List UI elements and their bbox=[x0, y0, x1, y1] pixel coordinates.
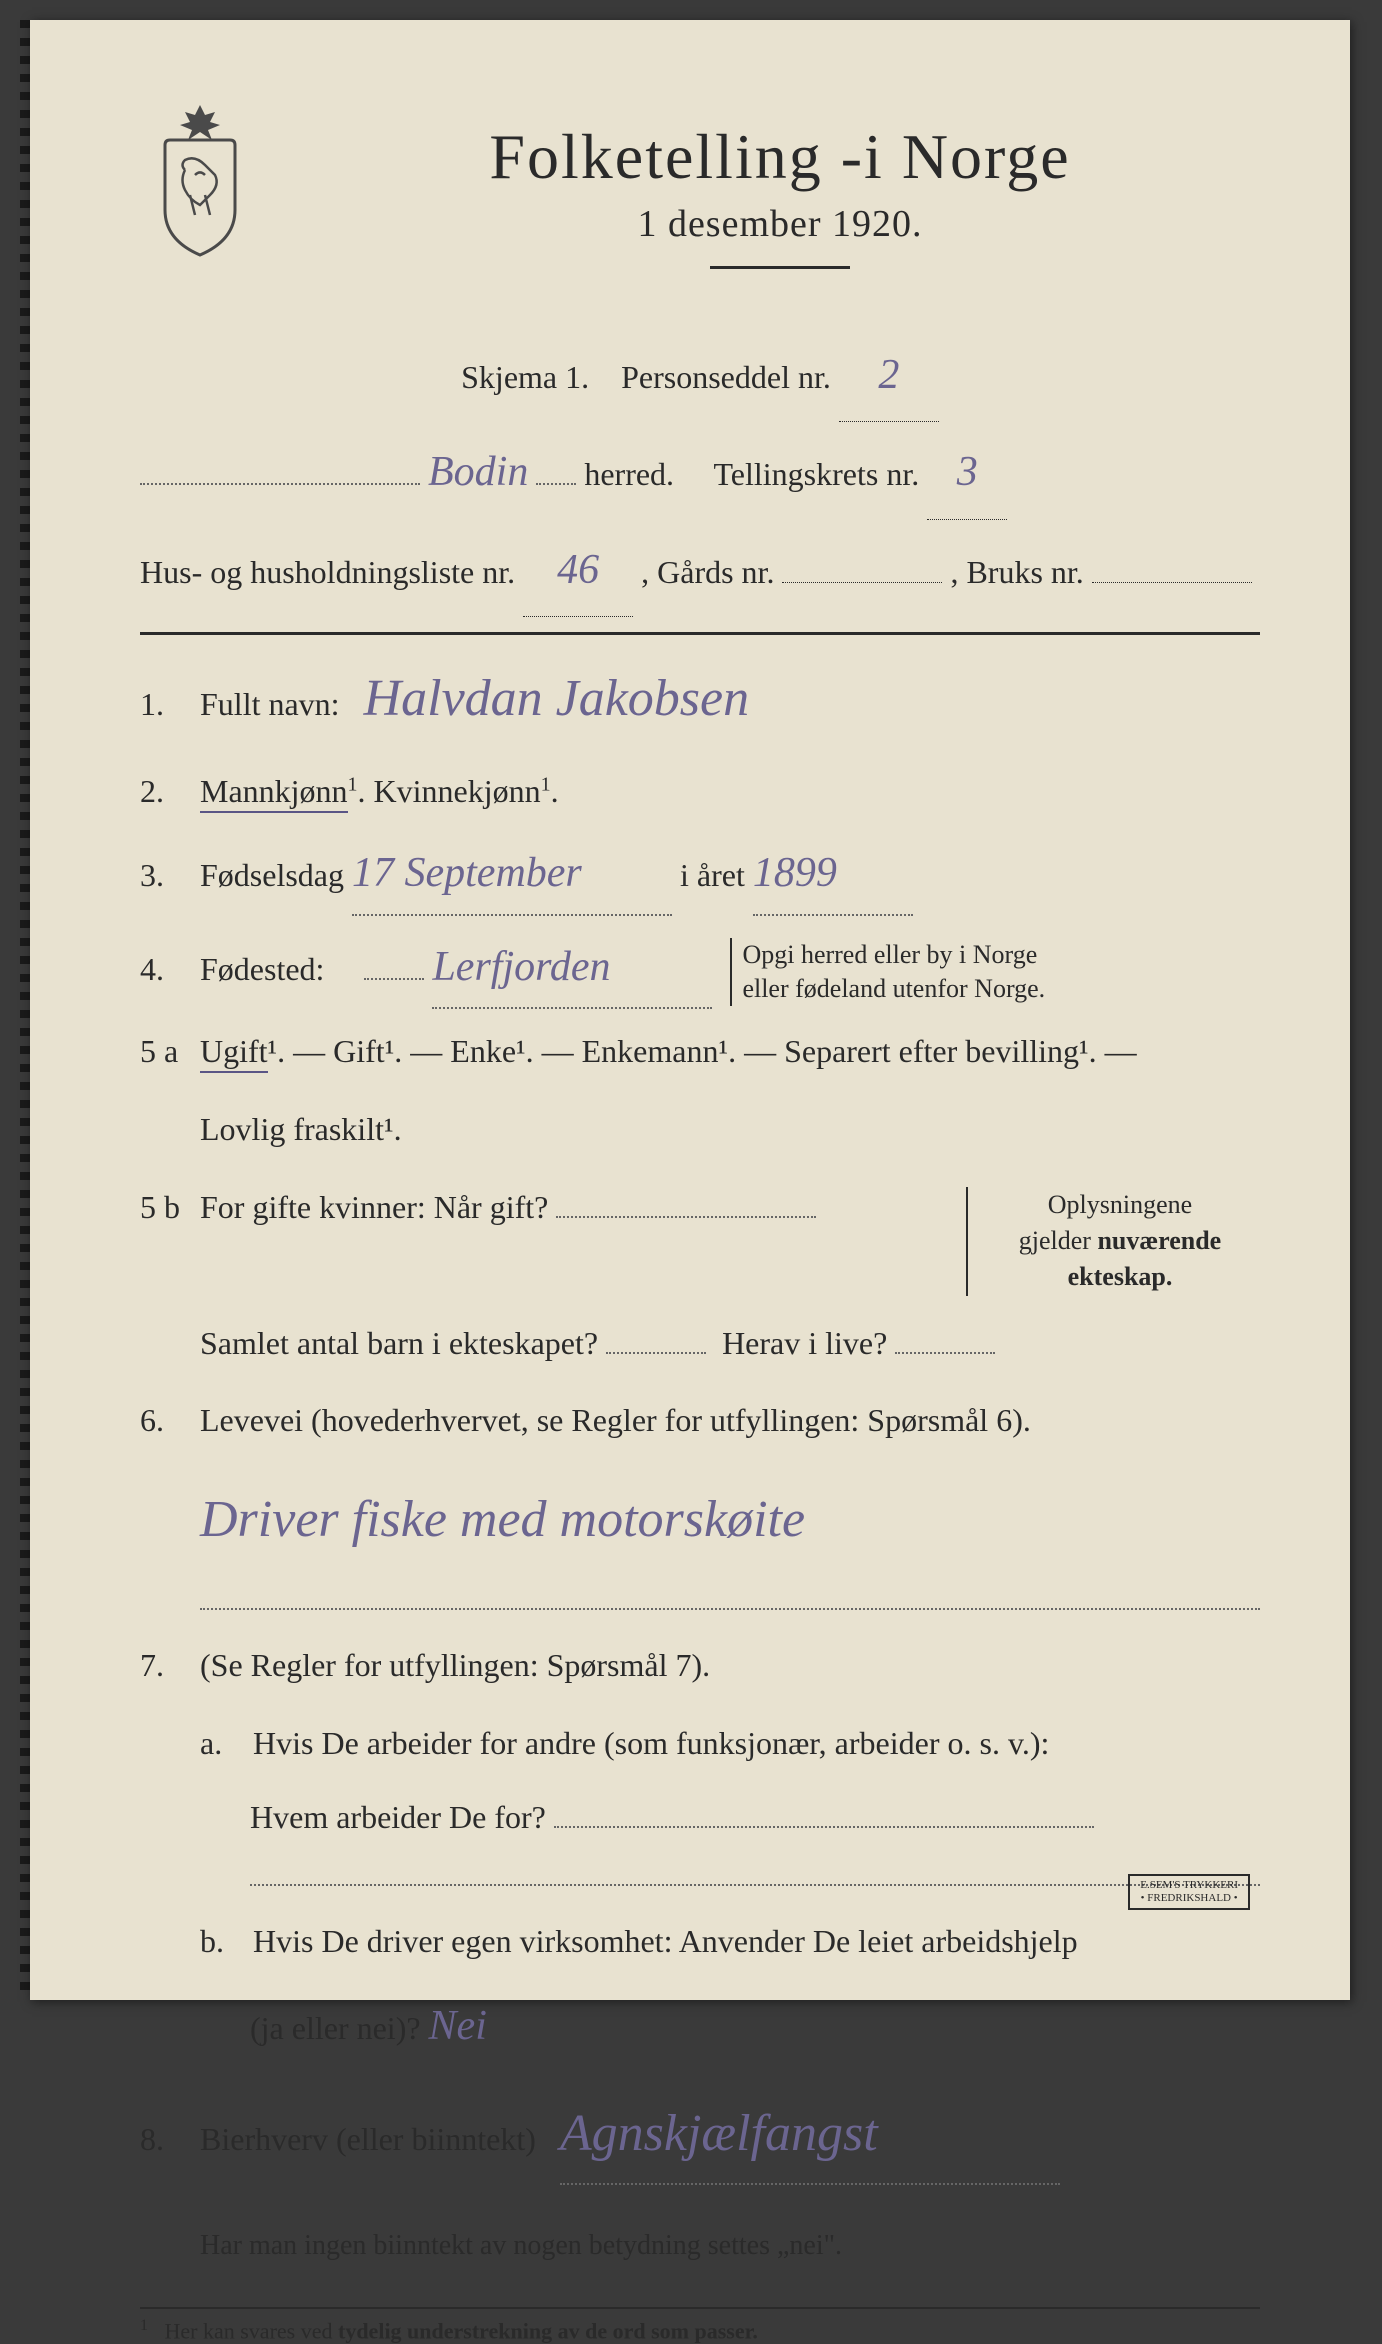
herred-value: Bodin bbox=[428, 426, 528, 518]
q3-day: 17 September bbox=[352, 834, 672, 916]
footnote: 1 Her kan svares ved tydelig understrekn… bbox=[140, 2307, 1260, 2344]
q6-value: Driver fiske med motorskøite bbox=[200, 1491, 805, 1548]
q7b-line2: (ja eller nei)? Nei bbox=[250, 1980, 1260, 2072]
q8-label: Bierhverv (eller biinntekt) bbox=[200, 2121, 536, 2157]
q5a-opts: Ugift¹. — Gift¹. — Enke¹. — Enkemann¹. —… bbox=[200, 1033, 1137, 1073]
q6-label: Levevei (hovederhvervet, se Regler for u… bbox=[200, 1390, 1260, 1451]
q7: 7. (Se Regler for utfyllingen: Spørsmål … bbox=[140, 1635, 1260, 1696]
q5b-label: For gifte kvinner: Når gift? bbox=[200, 1189, 548, 1225]
q4-value: Lerfjorden bbox=[432, 928, 712, 1010]
q7a-line2: Hvem arbeider De for? bbox=[250, 1782, 1260, 1852]
q7b-text1: Hvis De driver egen virksomhet: Anvender… bbox=[253, 1923, 1078, 1959]
q1-num: 1. bbox=[140, 674, 200, 735]
herred-line: Bodin herred. Tellingskrets nr. 3 bbox=[140, 426, 1260, 519]
footer-note: Har man ingen biinntekt av nogen betydni… bbox=[200, 2215, 1260, 2277]
q7b: b. Hvis De driver egen virksomhet: Anven… bbox=[200, 1906, 1260, 1976]
q5a-line2: Lovlig fraskilt¹. bbox=[200, 1094, 1260, 1164]
skjema-label: Skjema 1. bbox=[461, 359, 589, 395]
husliste-label: Hus- og husholdningsliste nr. bbox=[140, 554, 515, 590]
q7-label: (Se Regler for utfyllingen: Spørsmål 7). bbox=[200, 1635, 1260, 1696]
q5b-note: Oplysningene gjelder nuværende ekteskap. bbox=[966, 1187, 1260, 1296]
q6-value-line: Driver fiske med motorskøite bbox=[200, 1463, 1260, 1577]
q8-num: 8. bbox=[140, 2109, 200, 2170]
q6-blank-line bbox=[200, 1607, 1260, 1610]
husliste-nr: 46 bbox=[523, 524, 633, 617]
q1-value: Halvdan Jakobsen bbox=[364, 670, 750, 727]
q3-mid: i året bbox=[680, 857, 745, 893]
coat-of-arms-icon bbox=[140, 100, 260, 260]
personseddel-label: Personseddel nr. bbox=[621, 359, 831, 395]
husliste-line: Hus- og husholdningsliste nr. 46 , Gårds… bbox=[140, 524, 1260, 617]
main-title: Folketelling -i Norge bbox=[300, 120, 1260, 194]
bruks-nr bbox=[1092, 582, 1252, 583]
q1: 1. Fullt navn: Halvdan Jakobsen bbox=[140, 650, 1260, 749]
header: Folketelling -i Norge 1 desember 1920. bbox=[140, 100, 1260, 299]
gards-label: , Gårds nr. bbox=[641, 554, 774, 590]
q7b-text2: (ja eller nei)? bbox=[250, 2010, 421, 2046]
divider-top bbox=[140, 632, 1260, 635]
skjema-line: Skjema 1. Personseddel nr. 2 bbox=[140, 329, 1260, 422]
q5b-line2: Samlet antal barn i ekteskapet? Herav i … bbox=[200, 1308, 1260, 1378]
q3-num: 3. bbox=[140, 845, 200, 906]
q3: 3. Fødselsdag 17 September i året 1899 bbox=[140, 834, 1260, 916]
q7b-value: Nei bbox=[429, 1980, 487, 2072]
title-block: Folketelling -i Norge 1 desember 1920. bbox=[300, 100, 1260, 299]
q4-num: 4. bbox=[140, 939, 200, 1000]
q2-kvinnekjonn: . Kvinnekjønn bbox=[358, 773, 541, 809]
q2: 2. Mannkjønn1. Kvinnekjønn1. bbox=[140, 761, 1260, 822]
q3-label: Fødselsdag bbox=[200, 857, 344, 893]
tellingskrets-nr: 3 bbox=[927, 426, 1007, 519]
q8-value: Agnskjælfangst bbox=[560, 2085, 1060, 2186]
q1-label: Fullt navn: bbox=[200, 686, 340, 722]
q3-year: 1899 bbox=[753, 834, 913, 916]
q5b: 5 b Oplysningene gjelder nuværende ektes… bbox=[140, 1177, 1260, 1296]
bruks-label: , Bruks nr. bbox=[950, 554, 1083, 590]
personseddel-nr: 2 bbox=[839, 329, 939, 422]
q7a-text1: Hvis De arbeider for andre (som funksjon… bbox=[253, 1725, 1049, 1761]
q8: 8. Bierhverv (eller biinntekt) Agnskjælf… bbox=[140, 2085, 1260, 2186]
q5b-num: 5 b bbox=[140, 1177, 200, 1238]
herred-label: herred. bbox=[584, 456, 674, 492]
q5a: 5 a Ugift¹. — Gift¹. — Enke¹. — Enkemann… bbox=[140, 1021, 1260, 1082]
gards-nr bbox=[782, 582, 942, 583]
q4: 4. Fødested: Lerfjorden Opgi herred elle… bbox=[140, 928, 1260, 1010]
q6-num: 6. bbox=[140, 1390, 200, 1451]
q5a-num: 5 a bbox=[140, 1021, 200, 1082]
q4-note: Opgi herred eller by i Norge eller fødel… bbox=[730, 938, 1045, 1006]
q6: 6. Levevei (hovederhvervet, se Regler fo… bbox=[140, 1390, 1260, 1451]
subtitle: 1 desember 1920. bbox=[300, 202, 1260, 246]
q7-num: 7. bbox=[140, 1635, 200, 1696]
q2-mannkjonn: Mannkjønn bbox=[200, 773, 348, 813]
title-divider bbox=[710, 266, 850, 269]
q7a: a. Hvis De arbeider for andre (som funks… bbox=[200, 1708, 1260, 1778]
q7a-label: a. bbox=[200, 1708, 245, 1778]
q2-num: 2. bbox=[140, 761, 200, 822]
q4-label: Fødested: bbox=[200, 951, 324, 987]
q7a-blank bbox=[250, 1883, 1260, 1886]
q7a-text2: Hvem arbeider De for? bbox=[250, 1799, 546, 1835]
tellingskrets-label: Tellingskrets nr. bbox=[713, 456, 919, 492]
census-form-page: Folketelling -i Norge 1 desember 1920. S… bbox=[30, 20, 1350, 2000]
q7b-label: b. bbox=[200, 1906, 245, 1976]
printer-stamp: E.SEM'S TRYKKERI • FREDRIKSHALD • bbox=[1128, 1874, 1250, 1910]
